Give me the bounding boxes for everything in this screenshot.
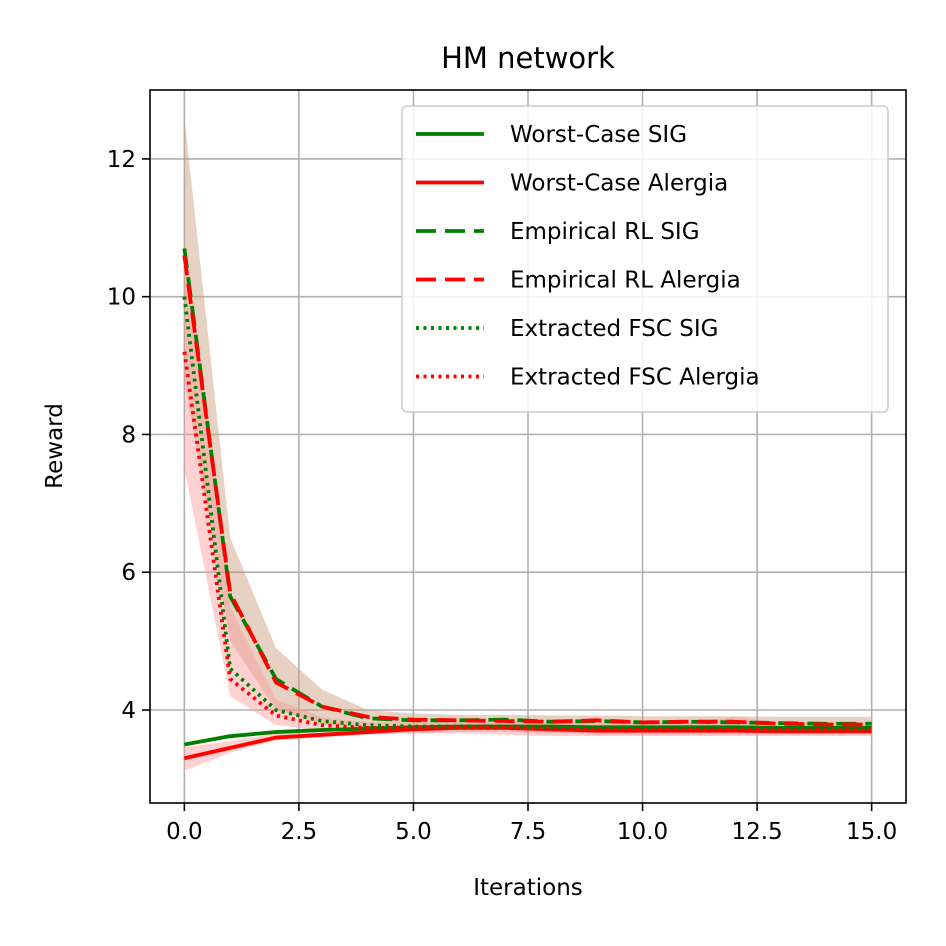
y-axis-label: Reward — [42, 403, 68, 489]
x-tick-label: 2.5 — [281, 819, 318, 845]
x-tick-label: 7.5 — [510, 819, 547, 845]
legend-label: Empirical RL SIG — [510, 219, 700, 245]
legend-label: Worst-Case Alergia — [510, 171, 728, 197]
series-line — [182, 351, 872, 732]
chart-title: HM network — [441, 41, 615, 75]
legend: Worst-Case SIG Worst-Case Alergia Empirica… — [401, 105, 889, 413]
legend-label: Worst-Case SIG — [510, 122, 687, 148]
x-tick-label: 5.0 — [395, 819, 432, 845]
y-tick-label: 6 — [121, 560, 136, 586]
legend-label: Extracted FSC Alergia — [510, 365, 760, 391]
legend-box — [401, 105, 889, 413]
series-lines — [182, 248, 872, 761]
y-tick-label: 8 — [121, 422, 136, 448]
legend-label: Empirical RL Alergia — [510, 268, 741, 294]
y-tick-label: 12 — [107, 147, 136, 173]
x-tick-label: 0.0 — [166, 819, 203, 845]
x-tick-label: 12.5 — [731, 819, 782, 845]
x-tick-label: 15.0 — [846, 819, 897, 845]
x-tick-label: 10.0 — [617, 819, 668, 845]
series-line — [182, 255, 872, 727]
series-line — [182, 296, 872, 731]
confidence-band — [184, 117, 872, 730]
y-tick-label: 10 — [107, 285, 136, 311]
axis-ticks: 0.0 2.5 5.0 7.5 10.0 12.5 15.0 4 6 8 10 12 — [107, 147, 898, 845]
y-tick-label: 4 — [121, 698, 136, 724]
x-axis-label: Iterations — [473, 875, 583, 901]
confidence-band — [184, 241, 872, 737]
legend-label: Extracted FSC SIG — [510, 316, 718, 342]
